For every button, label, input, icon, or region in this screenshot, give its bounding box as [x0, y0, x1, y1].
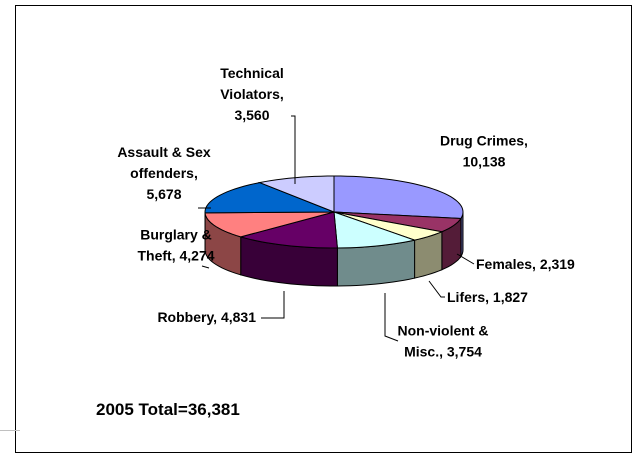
leader-line-1	[456, 253, 475, 265]
leader-lines	[198, 115, 475, 342]
slice-label-4: Robbery, 4,831	[157, 309, 256, 325]
slice-label-line: Lifers, 1,827	[447, 289, 528, 305]
slice-label-0: Drug Crimes, 10,138	[440, 133, 528, 170]
slice-label-line: 5,678	[146, 186, 181, 202]
slice-label-line: Robbery, 4,831	[157, 309, 256, 325]
slice-label-line: Drug Crimes,	[440, 133, 528, 149]
pie-slice-2	[333, 211, 444, 241]
pie-top-faces	[204, 175, 464, 249]
total-annotation: 2005 Total=36,381	[96, 400, 240, 419]
pie-slice-0	[333, 175, 464, 219]
slice-label-line: Theft, 4,274	[137, 248, 214, 264]
leader-line-5	[201, 265, 210, 269]
leader-line-3	[384, 293, 399, 342]
chart-frame: Drug Crimes, 10,138 Females, 2,319 Lifers, …	[15, 5, 632, 453]
slice-label-line: Females, 2,319	[476, 256, 575, 272]
slice-labels: Drug Crimes, 10,138 Females, 2,319 Lifers, …	[117, 65, 575, 360]
leader-line-2	[428, 280, 445, 298]
slice-label-line: Non-violent &	[398, 323, 489, 339]
slice-label-5: Burglary & Theft, 4,274	[137, 227, 214, 264]
slice-label-6: Assault & Sex offenders, 5,678	[117, 144, 211, 202]
divider	[0, 430, 20, 431]
pie-slice-4	[238, 211, 338, 249]
slice-label-line: offenders,	[130, 165, 198, 181]
slice-label-line: Burglary &	[140, 227, 212, 243]
slice-label-1: Females, 2,319	[476, 256, 575, 272]
pie-slice-3	[333, 211, 417, 249]
leader-line-4	[261, 291, 285, 319]
pie-slice-5	[204, 211, 335, 238]
pie-slice-1	[333, 211, 462, 233]
slice-label-line: Violators,	[220, 86, 284, 102]
slice-label-line: Technical	[220, 65, 284, 81]
slice-label-line: Assault & Sex	[117, 144, 211, 160]
slice-label-line: 3,560	[234, 107, 269, 123]
slice-label-2: Lifers, 1,827	[447, 289, 528, 305]
pie-chart: Drug Crimes, 10,138 Females, 2,319 Lifers, …	[96, 65, 575, 419]
slice-label-line: 10,138	[463, 154, 506, 170]
slice-label-3: Non-violent & Misc., 3,754	[398, 323, 489, 360]
slice-label-line: Misc., 3,754	[404, 344, 482, 360]
slice-label-7: Technical Violators, 3,560	[220, 65, 284, 123]
leader-line-7	[291, 115, 296, 184]
